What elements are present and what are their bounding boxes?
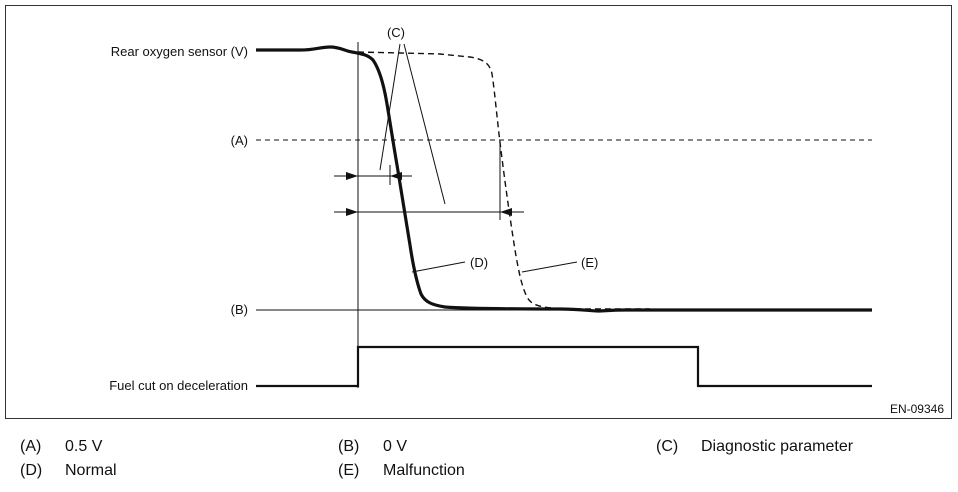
legend-value: 0.5 V bbox=[65, 438, 103, 455]
normal-dimension-arrow-right bbox=[390, 172, 402, 180]
rear-oxygen-sensor-label: Rear oxygen sensor (V) bbox=[111, 44, 248, 59]
fuel-cut-label: Fuel cut on deceleration bbox=[109, 378, 248, 393]
legend: (A) 0.5 V (B) 0 V (C) Diagnostic paramet… bbox=[0, 434, 958, 492]
malfunction-sensor-trace bbox=[357, 51, 650, 310]
fuel-cut-signal bbox=[256, 345, 872, 388]
diagram-frame bbox=[5, 5, 952, 419]
malfunction-dimension-arrow-left bbox=[346, 208, 358, 216]
legend-value: Malfunction bbox=[383, 462, 465, 479]
normal-sensor-trace bbox=[256, 45, 872, 313]
legend-value: Normal bbox=[65, 462, 117, 479]
legend-value: 0 V bbox=[383, 438, 408, 455]
callout-e-label: (E) bbox=[581, 255, 598, 270]
callout-c-leader-malfunction bbox=[403, 43, 446, 205]
legend-key: (E) bbox=[338, 462, 360, 479]
malfunction-dimension-arrow-right bbox=[500, 208, 512, 216]
legend-key: (B) bbox=[338, 438, 360, 455]
figure-code: EN-09346 bbox=[890, 402, 944, 416]
legend-value: Diagnostic parameter bbox=[701, 438, 854, 455]
callout-d-label: (D) bbox=[470, 255, 488, 270]
callout-e-leader bbox=[521, 261, 578, 273]
level-a-label: (A) bbox=[231, 133, 248, 148]
callout-c-label: (C) bbox=[387, 25, 405, 40]
legend-key: (A) bbox=[20, 438, 42, 455]
level-b-label: (B) bbox=[231, 302, 248, 317]
legend-key: (C) bbox=[656, 438, 679, 455]
callout-d-leader bbox=[411, 261, 466, 273]
callout-c-leader-normal bbox=[379, 43, 401, 171]
normal-dimension-arrow-left bbox=[346, 172, 358, 180]
legend-key: (D) bbox=[20, 462, 43, 479]
